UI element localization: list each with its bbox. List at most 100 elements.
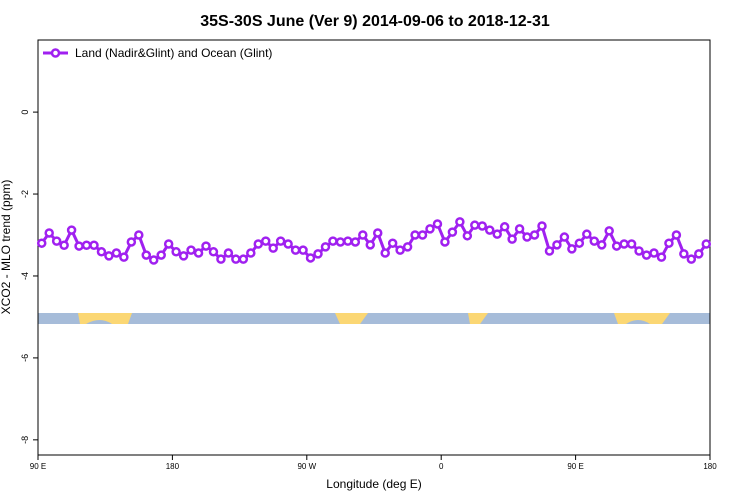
data-point (126, 237, 137, 247)
data-point (455, 217, 465, 227)
data-point (529, 230, 540, 240)
data-point (223, 248, 234, 258)
data-point (51, 236, 62, 246)
data-point (171, 247, 181, 257)
data-point (432, 219, 443, 229)
data-point (596, 240, 607, 250)
data-point (380, 248, 390, 258)
data-point (425, 224, 435, 234)
data-point (492, 229, 502, 239)
data-point (268, 243, 278, 253)
y-tick-label: -6 (20, 354, 30, 362)
data-point (193, 248, 204, 258)
data-point (298, 245, 308, 255)
data-point (260, 236, 271, 246)
data-point (36, 238, 47, 248)
data-point (81, 240, 92, 250)
data-point (410, 230, 420, 240)
data-point (559, 232, 570, 242)
y-tick-label: 0 (20, 110, 30, 115)
data-point (216, 254, 226, 264)
data-point (514, 224, 525, 234)
data-point (74, 241, 84, 251)
data-point (611, 241, 622, 251)
data-point (335, 237, 346, 247)
data-point (350, 237, 361, 247)
data-point (305, 253, 316, 263)
data-point (111, 248, 122, 258)
data-point (372, 228, 383, 238)
data-point (664, 238, 674, 248)
data-point (163, 239, 174, 249)
data-point (567, 244, 577, 254)
data-point (231, 254, 241, 264)
x-tick-label: 90 E (30, 462, 46, 471)
data-point (246, 248, 256, 258)
data-point (477, 221, 488, 231)
data-point (283, 239, 293, 249)
data-point (671, 230, 682, 240)
data-point (402, 242, 413, 252)
plot-frame (37, 39, 711, 456)
data-point (679, 249, 689, 259)
data-point (201, 241, 211, 251)
data-point (358, 230, 368, 240)
data-point (365, 240, 376, 250)
data-point (552, 240, 562, 250)
data-point (686, 254, 697, 264)
data-point (208, 247, 219, 257)
data-point (589, 236, 600, 246)
data-point (275, 236, 286, 246)
data-point (649, 248, 659, 258)
data-point (619, 239, 629, 249)
y-tick-label: -4 (20, 272, 30, 280)
chart-title: 35S-30S June (Ver 9) 2014-09-06 to 2018-… (200, 13, 550, 30)
x-tick-label: 90 W (297, 462, 316, 471)
data-point (141, 250, 152, 260)
data-point (417, 230, 428, 240)
legend-label: Land (Nadir&Glint) and Ocean (Glint) (75, 46, 272, 60)
data-point (604, 226, 614, 236)
data-point (134, 230, 144, 240)
data-point (634, 246, 644, 256)
data-point (44, 228, 54, 238)
data-point (522, 232, 532, 242)
data-point (507, 234, 517, 244)
data-point (462, 231, 473, 241)
x-tick-label: 180 (703, 462, 717, 471)
data-point (148, 255, 159, 265)
data-point (313, 249, 323, 259)
data-point (156, 250, 166, 260)
x-tick-label: 180 (166, 462, 180, 471)
data-point (238, 254, 249, 264)
data-point (447, 227, 458, 237)
data-point (89, 240, 99, 250)
data-point (641, 250, 652, 260)
data-point (387, 238, 398, 248)
x-axis-label: Longitude (deg E) (326, 477, 421, 491)
data-point (119, 252, 129, 262)
data-point (320, 242, 331, 252)
data-point (484, 225, 495, 235)
x-tick-label: 0 (439, 462, 444, 471)
data-point (499, 222, 510, 232)
data-point (104, 251, 114, 261)
data-point (701, 239, 712, 249)
land-ocean-strip (38, 313, 710, 324)
data-point (395, 245, 405, 255)
data-point (66, 225, 77, 235)
data-point (574, 238, 585, 248)
data-point (96, 247, 107, 257)
data-point (537, 221, 547, 231)
data-point (470, 220, 480, 230)
data-point (253, 239, 264, 249)
data-point (59, 240, 69, 250)
y-tick-label: -8 (20, 436, 30, 444)
y-axis-label: XCO2 - MLO trend (ppm) (0, 180, 13, 315)
data-point (656, 252, 667, 262)
data-point (328, 236, 338, 246)
data-point (626, 239, 637, 249)
data-point (694, 249, 704, 259)
data-point (343, 236, 353, 246)
